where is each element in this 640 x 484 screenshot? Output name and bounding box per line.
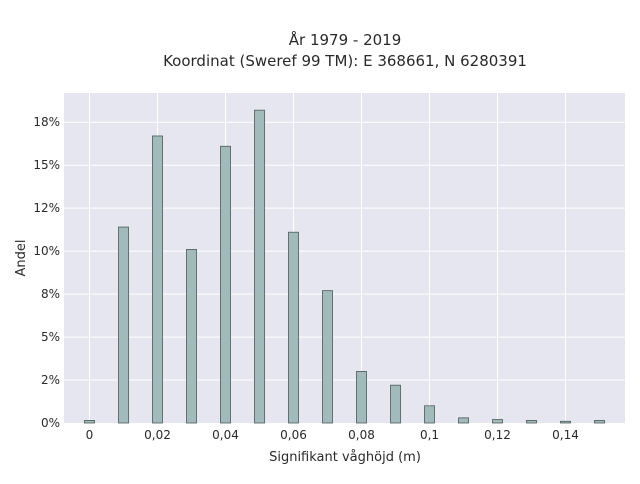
plot-area [64,93,625,423]
y-axis-ticks: 0% 2% 5% 8% 10% 12% 15% 18% [33,115,60,430]
x-tick-label: 0,1 [420,428,439,442]
bar [186,249,197,424]
bar [322,290,333,424]
x-tick-label: 0,08 [348,428,375,442]
bar [560,420,571,424]
bars [84,109,605,424]
x-tick-label: 0,14 [552,428,579,442]
y-tick-label: 15% [33,158,60,172]
bar [424,405,435,424]
x-tick-label: 0,06 [280,428,307,442]
y-tick-label: 18% [33,115,60,129]
bar [152,135,163,424]
chart-title: År 1979 - 2019 [289,30,402,49]
x-axis-ticks: 0 0,02 0,04 0,06 0,08 0,1 0,12 0,14 [86,428,579,442]
bar [492,419,503,424]
bar [84,420,95,424]
bar [458,417,469,424]
x-tick-label: 0,04 [212,428,239,442]
y-tick-label: 5% [41,330,60,344]
x-tick-label: 0 [86,428,94,442]
x-tick-label: 0,12 [484,428,511,442]
bar [118,226,129,424]
bar [220,145,231,424]
x-axis-label: Signifikant våghöjd (m) [269,450,421,465]
bar [356,371,367,424]
bar [594,420,605,424]
y-tick-label: 0% [41,416,60,430]
bar [526,420,537,424]
bar [390,384,401,424]
y-axis-label: Andel [14,240,29,277]
chart-subtitle: Koordinat (Sweref 99 TM): E 368661, N 62… [163,52,527,70]
y-tick-label: 8% [41,287,60,301]
y-tick-label: 10% [33,244,60,258]
bar [288,231,299,424]
bar [254,109,265,424]
x-tick-label: 0,02 [144,428,171,442]
y-tick-label: 12% [33,201,60,215]
y-tick-label: 2% [41,373,60,387]
